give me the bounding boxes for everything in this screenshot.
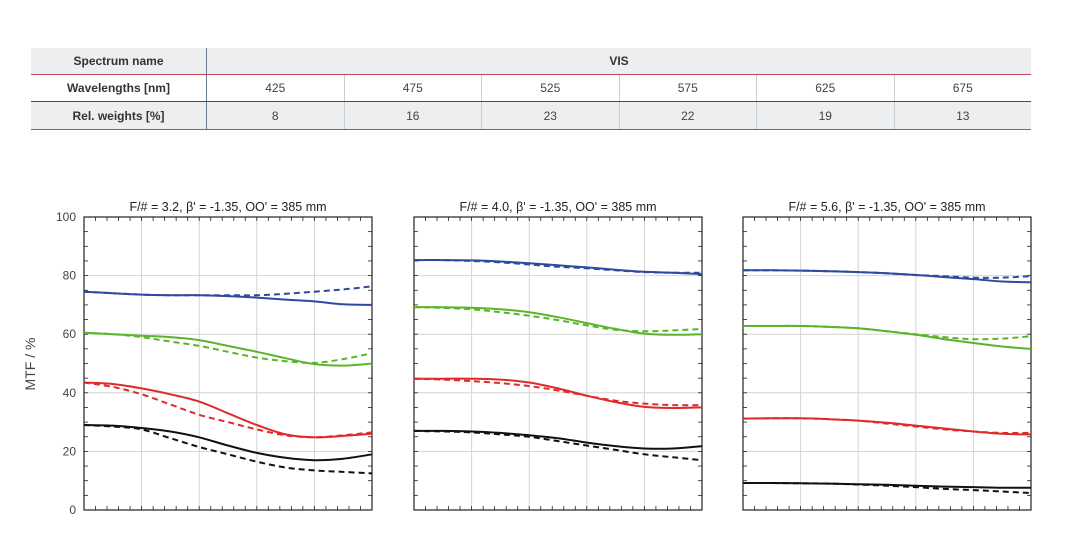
y-tick-label: 0 — [69, 503, 76, 517]
wavelength-cell: 425 — [207, 75, 345, 101]
y-tick-label: 80 — [63, 269, 77, 283]
mtf-series-line-dashed — [83, 424, 373, 475]
mtf-series-line-dashed — [413, 429, 703, 462]
weights-row: Rel. weights [%] 8 16 23 22 19 13 — [31, 102, 1031, 130]
mtf-series-line-dashed — [413, 259, 703, 274]
spectrum-name-label: Spectrum name — [31, 48, 207, 74]
weight-cell: 23 — [482, 102, 620, 129]
weight-cell: 19 — [757, 102, 895, 129]
mtf-series-line-dashed — [742, 269, 1032, 279]
mtf-series-line-solid — [413, 259, 703, 276]
mtf-series-line-dashed — [83, 285, 373, 297]
wavelengths-row: Wavelengths [nm] 425 475 525 575 625 675 — [31, 75, 1031, 102]
mtf-series-line-solid — [413, 306, 703, 336]
y-tick-label: 100 — [56, 210, 76, 224]
plot-frame — [742, 216, 1032, 511]
wavelength-cell: 525 — [482, 75, 620, 101]
mtf-series-line-dashed — [743, 324, 1032, 341]
wavelength-cell: 475 — [345, 75, 482, 101]
wavelength-cell: 575 — [620, 75, 757, 101]
mtf-chart-2: F/# = 4.0, β' = -1.35, OO' = 385 mm — [413, 200, 703, 511]
mtf-chart-3: F/# = 5.6, β' = -1.35, OO' = 385 mm — [742, 200, 1032, 511]
y-tick-label: 20 — [63, 444, 77, 458]
mtf-series-line-solid — [83, 424, 373, 462]
mtf-series-line-solid — [83, 381, 373, 439]
mtf-chart-1: 0 20 40 60 80 100 F/# = 3.2, β' = -1.35, OO' =… — [56, 200, 373, 517]
mtf-series-line-dashed — [83, 331, 373, 364]
mtf-series-line-dashed — [413, 377, 703, 407]
mtf-series-line-solid — [742, 269, 1032, 284]
mtf-series-line-dashed — [742, 417, 1032, 435]
weights-label: Rel. weights [%] — [31, 102, 207, 129]
chart-title: F/# = 5.6, β' = -1.35, OO' = 385 mm — [788, 200, 985, 214]
wavelengths-label: Wavelengths [nm] — [31, 75, 207, 101]
y-tick-label: 60 — [63, 327, 77, 341]
spectrum-name-row: Spectrum name VIS — [31, 48, 1031, 75]
weight-cell: 8 — [207, 102, 345, 129]
weight-cell: 22 — [620, 102, 757, 129]
mtf-series-line-dashed — [83, 381, 373, 439]
weight-cell: 13 — [956, 108, 970, 123]
chart-title: F/# = 4.0, β' = -1.35, OO' = 385 mm — [459, 200, 656, 214]
mtf-series-line-solid — [743, 324, 1032, 350]
mtf-series-line-dashed — [742, 482, 1032, 494]
y-tick-label: 40 — [63, 386, 77, 400]
weight-cell: 16 — [345, 102, 482, 129]
chart-title: F/# = 3.2, β' = -1.35, OO' = 385 mm — [129, 200, 326, 214]
spectrum-table: Spectrum name VIS Wavelengths [nm] 425 4… — [31, 48, 1031, 130]
mtf-series-line-solid — [413, 429, 703, 450]
spectrum-name-value: VIS — [609, 54, 629, 68]
wavelength-cell: 625 — [757, 75, 895, 101]
wavelength-cell: 675 — [952, 81, 973, 95]
mtf-series-line-solid — [413, 377, 703, 410]
mtf-series-line-solid — [83, 331, 373, 367]
plot-frame — [83, 216, 373, 511]
mtf-series-line-dashed — [413, 306, 703, 333]
